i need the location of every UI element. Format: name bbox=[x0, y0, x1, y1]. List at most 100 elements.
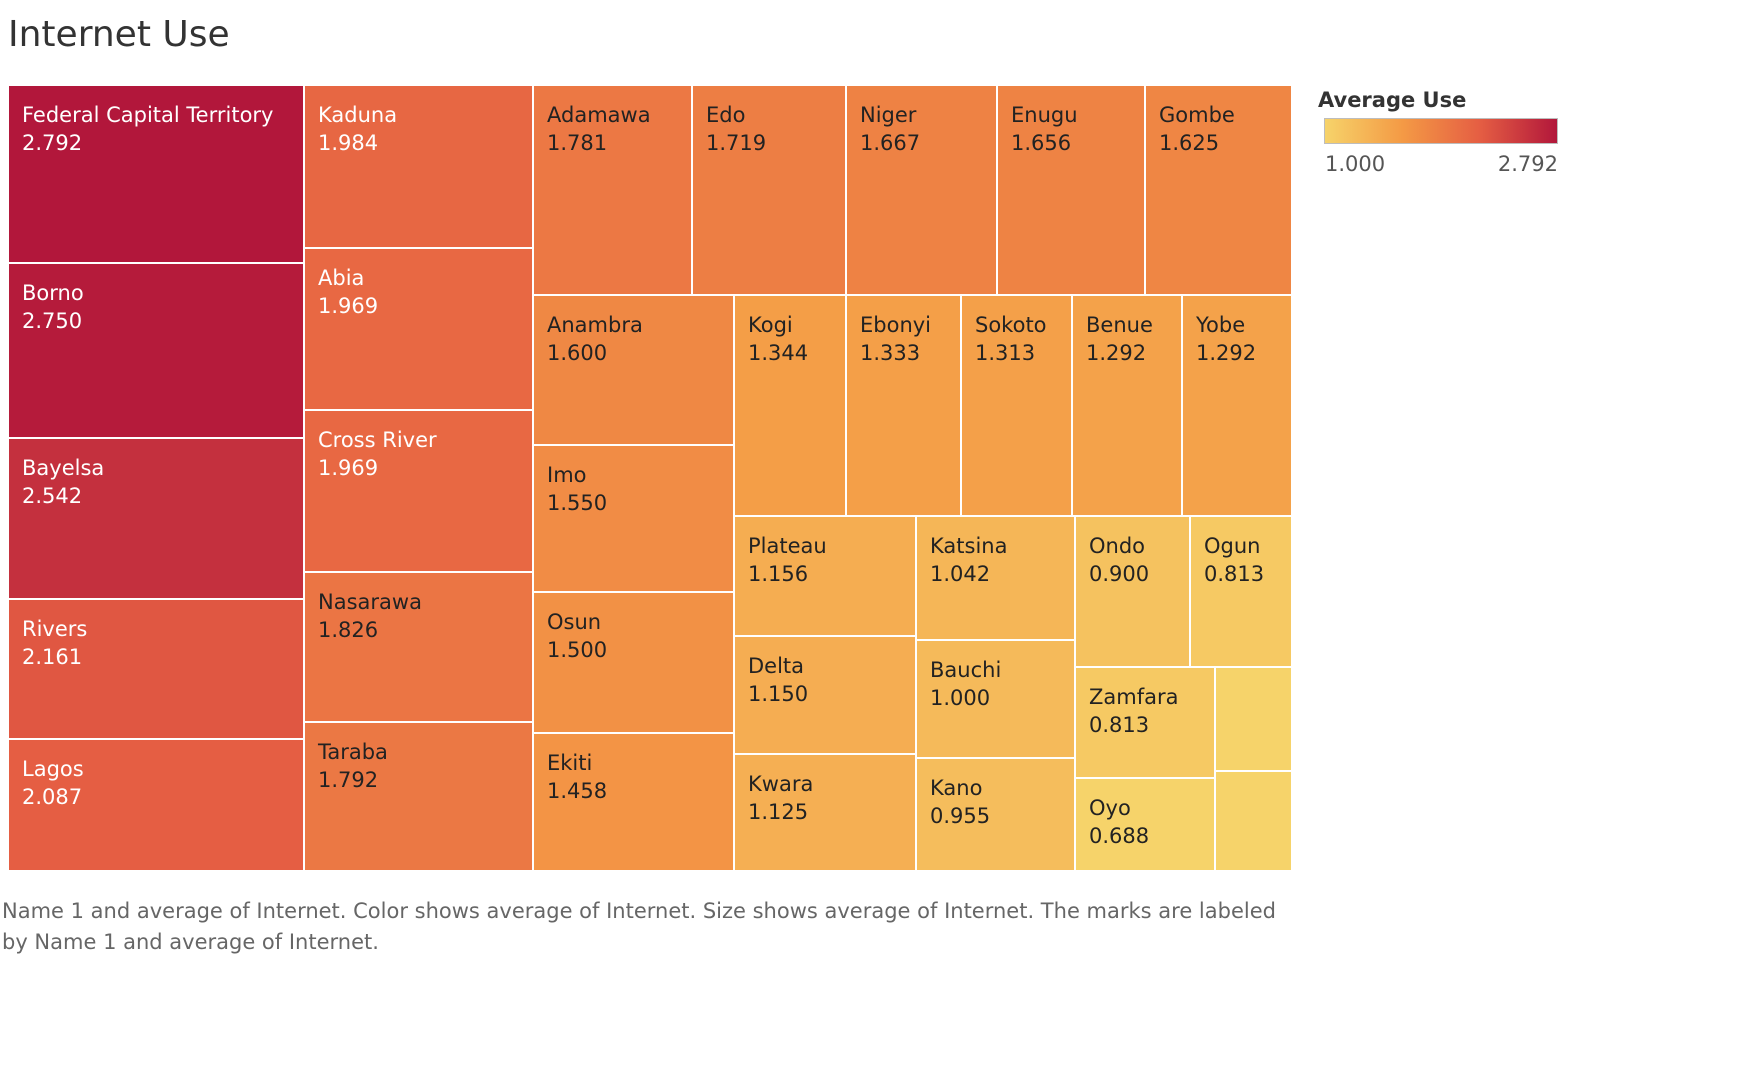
cell-value-label: 0.900 bbox=[1089, 562, 1149, 586]
legend-title: Average Use bbox=[1318, 88, 1467, 112]
treemap-cell[interactable] bbox=[303, 84, 534, 249]
cell-name-label: Imo bbox=[547, 463, 587, 487]
cell-name-label: Adamawa bbox=[547, 103, 651, 127]
cell-name-label: Nasarawa bbox=[318, 590, 422, 614]
cell-value-label: 1.156 bbox=[748, 562, 808, 586]
cell-name-label: Kogi bbox=[748, 313, 793, 337]
cell-value-label: 1.000 bbox=[930, 686, 990, 710]
cell-name-label: Plateau bbox=[748, 534, 827, 558]
treemap-cell[interactable] bbox=[7, 738, 305, 872]
treemap-cell[interactable] bbox=[1074, 666, 1216, 779]
cell-name-label: Lagos bbox=[22, 757, 84, 781]
cell-value-label: 2.750 bbox=[22, 309, 82, 333]
treemap-cell[interactable] bbox=[7, 598, 305, 740]
cell-value-label: 1.600 bbox=[547, 341, 607, 365]
cell-value-label: 2.542 bbox=[22, 484, 82, 508]
cell-name-label: Sokoto bbox=[975, 313, 1047, 337]
treemap-cell[interactable] bbox=[1214, 770, 1293, 872]
treemap-cell[interactable] bbox=[915, 757, 1076, 872]
cell-name-label: Benue bbox=[1086, 313, 1153, 337]
cell-value-label: 1.292 bbox=[1086, 341, 1146, 365]
treemap-cell[interactable] bbox=[1214, 666, 1293, 772]
cell-name-label: Osun bbox=[547, 610, 601, 634]
legend-min-label: 1.000 bbox=[1325, 152, 1386, 176]
cell-value-label: 1.292 bbox=[1196, 341, 1256, 365]
treemap-cell[interactable] bbox=[915, 639, 1076, 759]
cell-name-label: Federal Capital Territory bbox=[22, 103, 273, 127]
cell-value-label: 1.792 bbox=[318, 768, 378, 792]
cell-value-label: 1.826 bbox=[318, 618, 378, 642]
cell-name-label: Bauchi bbox=[930, 658, 1001, 682]
cell-value-label: 1.984 bbox=[318, 131, 378, 155]
cell-name-label: Ekiti bbox=[547, 751, 592, 775]
treemap-cell[interactable] bbox=[7, 84, 305, 264]
treemap-cell[interactable] bbox=[1189, 515, 1293, 668]
cell-value-label: 0.813 bbox=[1204, 562, 1264, 586]
cell-value-label: 1.042 bbox=[930, 562, 990, 586]
treemap-cell[interactable] bbox=[1074, 515, 1191, 668]
cell-value-label: 2.792 bbox=[22, 131, 82, 155]
cell-name-label: Kaduna bbox=[318, 103, 397, 127]
cell-name-label: Rivers bbox=[22, 617, 87, 641]
treemap-cell[interactable] bbox=[303, 721, 534, 872]
cell-name-label: Bayelsa bbox=[22, 456, 104, 480]
cell-name-label: Kwara bbox=[748, 772, 813, 796]
cell-value-label: 1.969 bbox=[318, 456, 378, 480]
treemap-cell[interactable] bbox=[1074, 777, 1216, 872]
cell-value-label: 1.719 bbox=[706, 131, 766, 155]
cell-value-label: 0.813 bbox=[1089, 713, 1149, 737]
cell-name-label: Gombe bbox=[1159, 103, 1235, 127]
cell-value-label: 1.625 bbox=[1159, 131, 1219, 155]
cell-value-label: 2.161 bbox=[22, 645, 82, 669]
cell-name-label: Anambra bbox=[547, 313, 643, 337]
chart-title: Internet Use bbox=[8, 14, 230, 55]
cell-value-label: 1.150 bbox=[748, 682, 808, 706]
treemap-cell[interactable] bbox=[532, 444, 735, 593]
cell-value-label: 1.969 bbox=[318, 294, 378, 318]
treemap-cell[interactable] bbox=[532, 732, 735, 872]
cell-name-label: Oyo bbox=[1089, 796, 1131, 820]
legend-gradient-bar bbox=[1324, 118, 1558, 144]
treemap-cell[interactable] bbox=[733, 294, 847, 517]
treemap-cell[interactable] bbox=[733, 515, 917, 637]
treemap-cell[interactable] bbox=[691, 84, 847, 296]
cell-value-label: 1.333 bbox=[860, 341, 920, 365]
cell-name-label: Ondo bbox=[1089, 534, 1145, 558]
treemap-cell[interactable] bbox=[1144, 84, 1293, 296]
cell-value-label: 1.344 bbox=[748, 341, 808, 365]
cell-name-label: Edo bbox=[706, 103, 745, 127]
treemap-cell[interactable] bbox=[532, 84, 693, 296]
treemap-cell[interactable] bbox=[733, 753, 917, 872]
cell-name-label: Yobe bbox=[1195, 313, 1245, 337]
cell-name-label: Niger bbox=[860, 103, 917, 127]
cell-name-label: Borno bbox=[22, 281, 84, 305]
cell-value-label: 1.313 bbox=[975, 341, 1035, 365]
cell-name-label: Ebonyi bbox=[860, 313, 931, 337]
cell-name-label: Abia bbox=[318, 266, 364, 290]
cell-value-label: 1.781 bbox=[547, 131, 607, 155]
treemap-cell[interactable] bbox=[1071, 294, 1183, 517]
treemap-cell[interactable] bbox=[733, 635, 917, 755]
cell-value-label: 2.087 bbox=[22, 785, 82, 809]
treemap-cell[interactable] bbox=[7, 437, 305, 600]
cell-name-label: Zamfara bbox=[1089, 685, 1178, 709]
cell-name-label: Taraba bbox=[317, 740, 388, 764]
cell-name-label: Katsina bbox=[930, 534, 1007, 558]
treemap-cell[interactable] bbox=[303, 247, 534, 411]
cell-value-label: 1.550 bbox=[547, 491, 607, 515]
treemap-cell[interactable] bbox=[1181, 294, 1293, 517]
treemap-cell[interactable] bbox=[915, 515, 1076, 641]
cell-value-label: 1.125 bbox=[748, 800, 808, 824]
cell-name-label: Ogun bbox=[1204, 534, 1260, 558]
treemap-cell[interactable] bbox=[303, 409, 534, 573]
cell-name-label: Kano bbox=[930, 776, 982, 800]
cell-value-label: 1.667 bbox=[860, 131, 920, 155]
treemap-cell[interactable] bbox=[845, 84, 998, 296]
cell-name-label: Delta bbox=[748, 654, 804, 678]
legend-max-label: 2.792 bbox=[1497, 152, 1558, 176]
chart-caption: Name 1 and average of Internet. Color sh… bbox=[2, 899, 1276, 954]
cell-name-label: Enugu bbox=[1011, 103, 1078, 127]
cell-value-label: 0.688 bbox=[1089, 824, 1149, 848]
treemap-cell[interactable] bbox=[303, 571, 534, 723]
